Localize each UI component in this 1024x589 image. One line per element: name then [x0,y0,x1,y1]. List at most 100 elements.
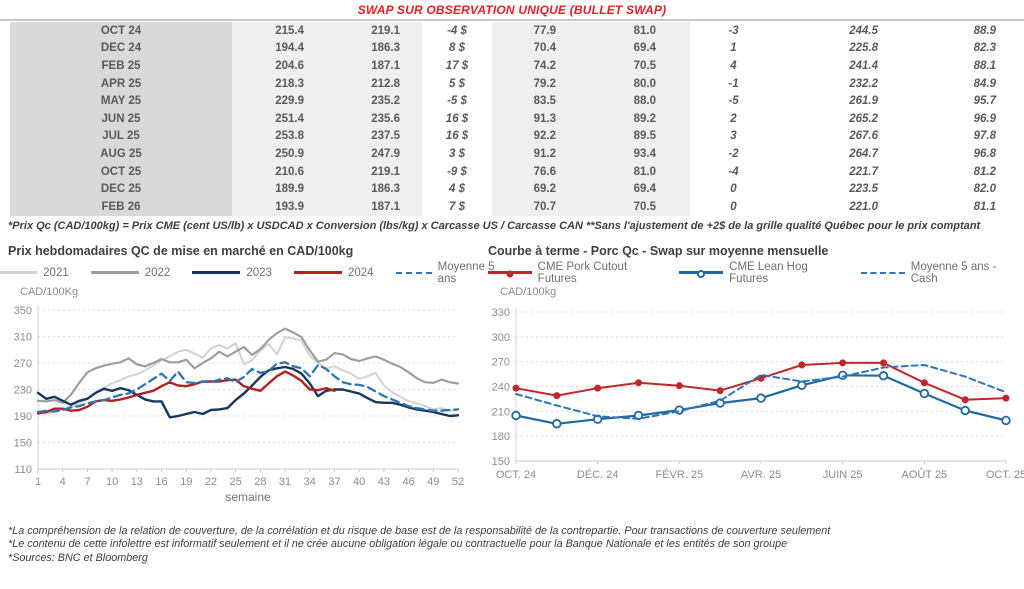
table-cell: 251.4 [232,109,332,128]
legend-item: Moyenne 5 ans [395,261,497,285]
legend-line-sample [861,271,905,274]
data-point-marker [756,392,766,403]
table-cell: 225.8 [777,39,890,58]
data-point-marker [797,380,807,390]
table-cell: 96.9 [890,109,1014,128]
table-row: AUG 25 250.9 247.9 3 $91.2 93.4 -2 264.7 96.8 [10,145,1014,163]
x-tick-label: 34 [304,476,316,488]
disclaimer-line: *La compréhension de la relation de couv… [8,524,831,537]
table-cell: 82.3 [890,39,1014,58]
table-cell: 88.1 [890,57,1014,75]
x-tick-label: 13 [131,476,143,488]
disclaimer-notes: *La compréhension de la relation de couv… [8,525,1024,566]
table-row: DEC 24 194.4 186.3 8 $70.4 69.4 1 225.8 82.3 [10,39,1014,58]
table-cell: OCT 25 [10,162,232,181]
data-point-marker [1002,394,1010,402]
legend-line-sample [488,270,532,278]
y-tick-label: 190 [14,411,32,423]
table-cell: 2 [690,109,777,128]
filled-dot-icon [506,270,514,278]
legend-item: 2024 [293,267,374,279]
legend-item: CME Lean Hog Futures [679,261,839,285]
left-chart-legend: 2021 2022 2023 2024 Moyenne 5 ans [0,261,495,285]
table-cell: 4 [690,57,777,75]
data-point-marker [880,358,887,366]
table-cell: 16 $ [422,127,492,146]
table-cell: 219.1 [332,162,422,181]
table-cell: 95.7 [890,92,1014,110]
table-cell: 210.6 [232,162,332,181]
swap-price-table: OCT 24 215.4 219.1 -4 $77.9 81.0 -3 244.5 88.9 D… [10,22,1014,216]
data-point-marker [512,384,520,392]
table-cell: 1 [690,39,777,58]
data-point-marker [878,370,889,380]
table-cell: 267.6 [777,127,890,146]
table-cell: AUG 25 [10,145,232,163]
y-tick-label: 300 [492,331,510,343]
data-point-marker [919,388,930,398]
legend-line-sample [293,271,342,275]
table-cell: 69.4 [592,39,690,58]
table-cell: APR 25 [10,74,232,93]
table-cell: 237.5 [332,127,422,146]
table-cell: FEB 25 [10,57,232,75]
page-title: SWAP SUR OBSERVATION UNIQUE (BULLET SWAP… [357,3,667,17]
legend-line-sample [90,271,139,275]
data-point-marker [511,410,521,420]
legend-label: Moyenne 5 ans - Cash [910,260,997,285]
y-tick-label: 150 [492,456,510,468]
table-cell: 5 $ [422,74,492,93]
table-cell: DEC 24 [10,39,232,58]
legend-line-sample [192,271,241,275]
table-cell: 212.8 [332,74,422,93]
x-tick-label: 49 [427,476,439,488]
data-point-marker [960,405,970,415]
table-cell: 215.4 [232,22,332,40]
forward-curve-chart-block: Courbe à terme - Porc Qc - Swap sur moye… [478,244,1024,515]
x-tick-label: 25 [230,476,242,488]
table-cell: 81.0 [592,162,690,181]
forward-curve-line-chart: 150 180 210 240 270 300 330 OCT. 24 DÉC. 24 FÉVR.… [488,298,1024,499]
table-cell: 70.5 [592,197,690,216]
chart-svg: 150 180 210 240 270 300 330 OCT. 24 DÉC. 24 FÉVR.… [492,307,1024,481]
table-cell: 70.5 [592,57,690,75]
table-cell: -5 [690,92,777,110]
left-y-axis-unit: CAD/100Kg [20,285,79,298]
table-cell: 247.9 [332,145,422,163]
table-cell: 92.2 [492,127,592,146]
table-cell: 69.4 [592,180,690,198]
chart-svg: 110 150 190 230 270 310 350 1 4 7 10 13 16 19 22 25 28 31… [14,305,464,504]
y-tick-label: 110 [14,464,32,476]
weekly-price-chart-block: Prix hebdomadaires QC de mise en marché … [0,244,495,515]
table-cell: 189.9 [232,180,332,198]
table-cell: -2 [690,145,777,163]
table-cell: 74.2 [492,57,592,75]
table-cell: -1 [690,74,777,93]
x-tick-label: FÉVR. 25 [655,468,703,481]
table-cell: 223.5 [777,180,890,198]
table-cell: 219.1 [332,22,422,40]
open-circle-icon [697,270,706,279]
x-tick-label: 19 [180,476,192,488]
right-y-axis-unit: CAD/100kg [500,285,557,298]
table-cell: 17 $ [422,57,492,75]
x-tick-label: 16 [155,476,167,488]
right-chart-legend: CME Pork Cutout Futures CME Lean Hog Futu… [488,260,1016,285]
series-moyenne-5-ans [36,360,460,413]
table-cell: 194.4 [232,39,332,58]
table-cell: 89.2 [592,109,690,128]
table-footnote: *Prix Qc (CAD/100kg) = Prix CME (cent US… [8,219,981,232]
table-cell: 0 [690,197,777,216]
x-axis-label: semaine [225,490,271,504]
y-tick-label: 240 [492,381,510,393]
sources-line: *Sources: BNC et Bloomberg [8,551,148,564]
table-cell: OCT 24 [10,22,232,40]
table-cell: 187.1 [332,197,422,216]
legend-line-sample [395,271,432,274]
data-point-marker [675,381,683,389]
table-cell: 218.3 [232,74,332,93]
x-tick-label: 28 [254,476,266,488]
data-point-marker [594,384,602,392]
y-tick-label: 330 [492,307,510,319]
data-point-marker [920,378,928,386]
